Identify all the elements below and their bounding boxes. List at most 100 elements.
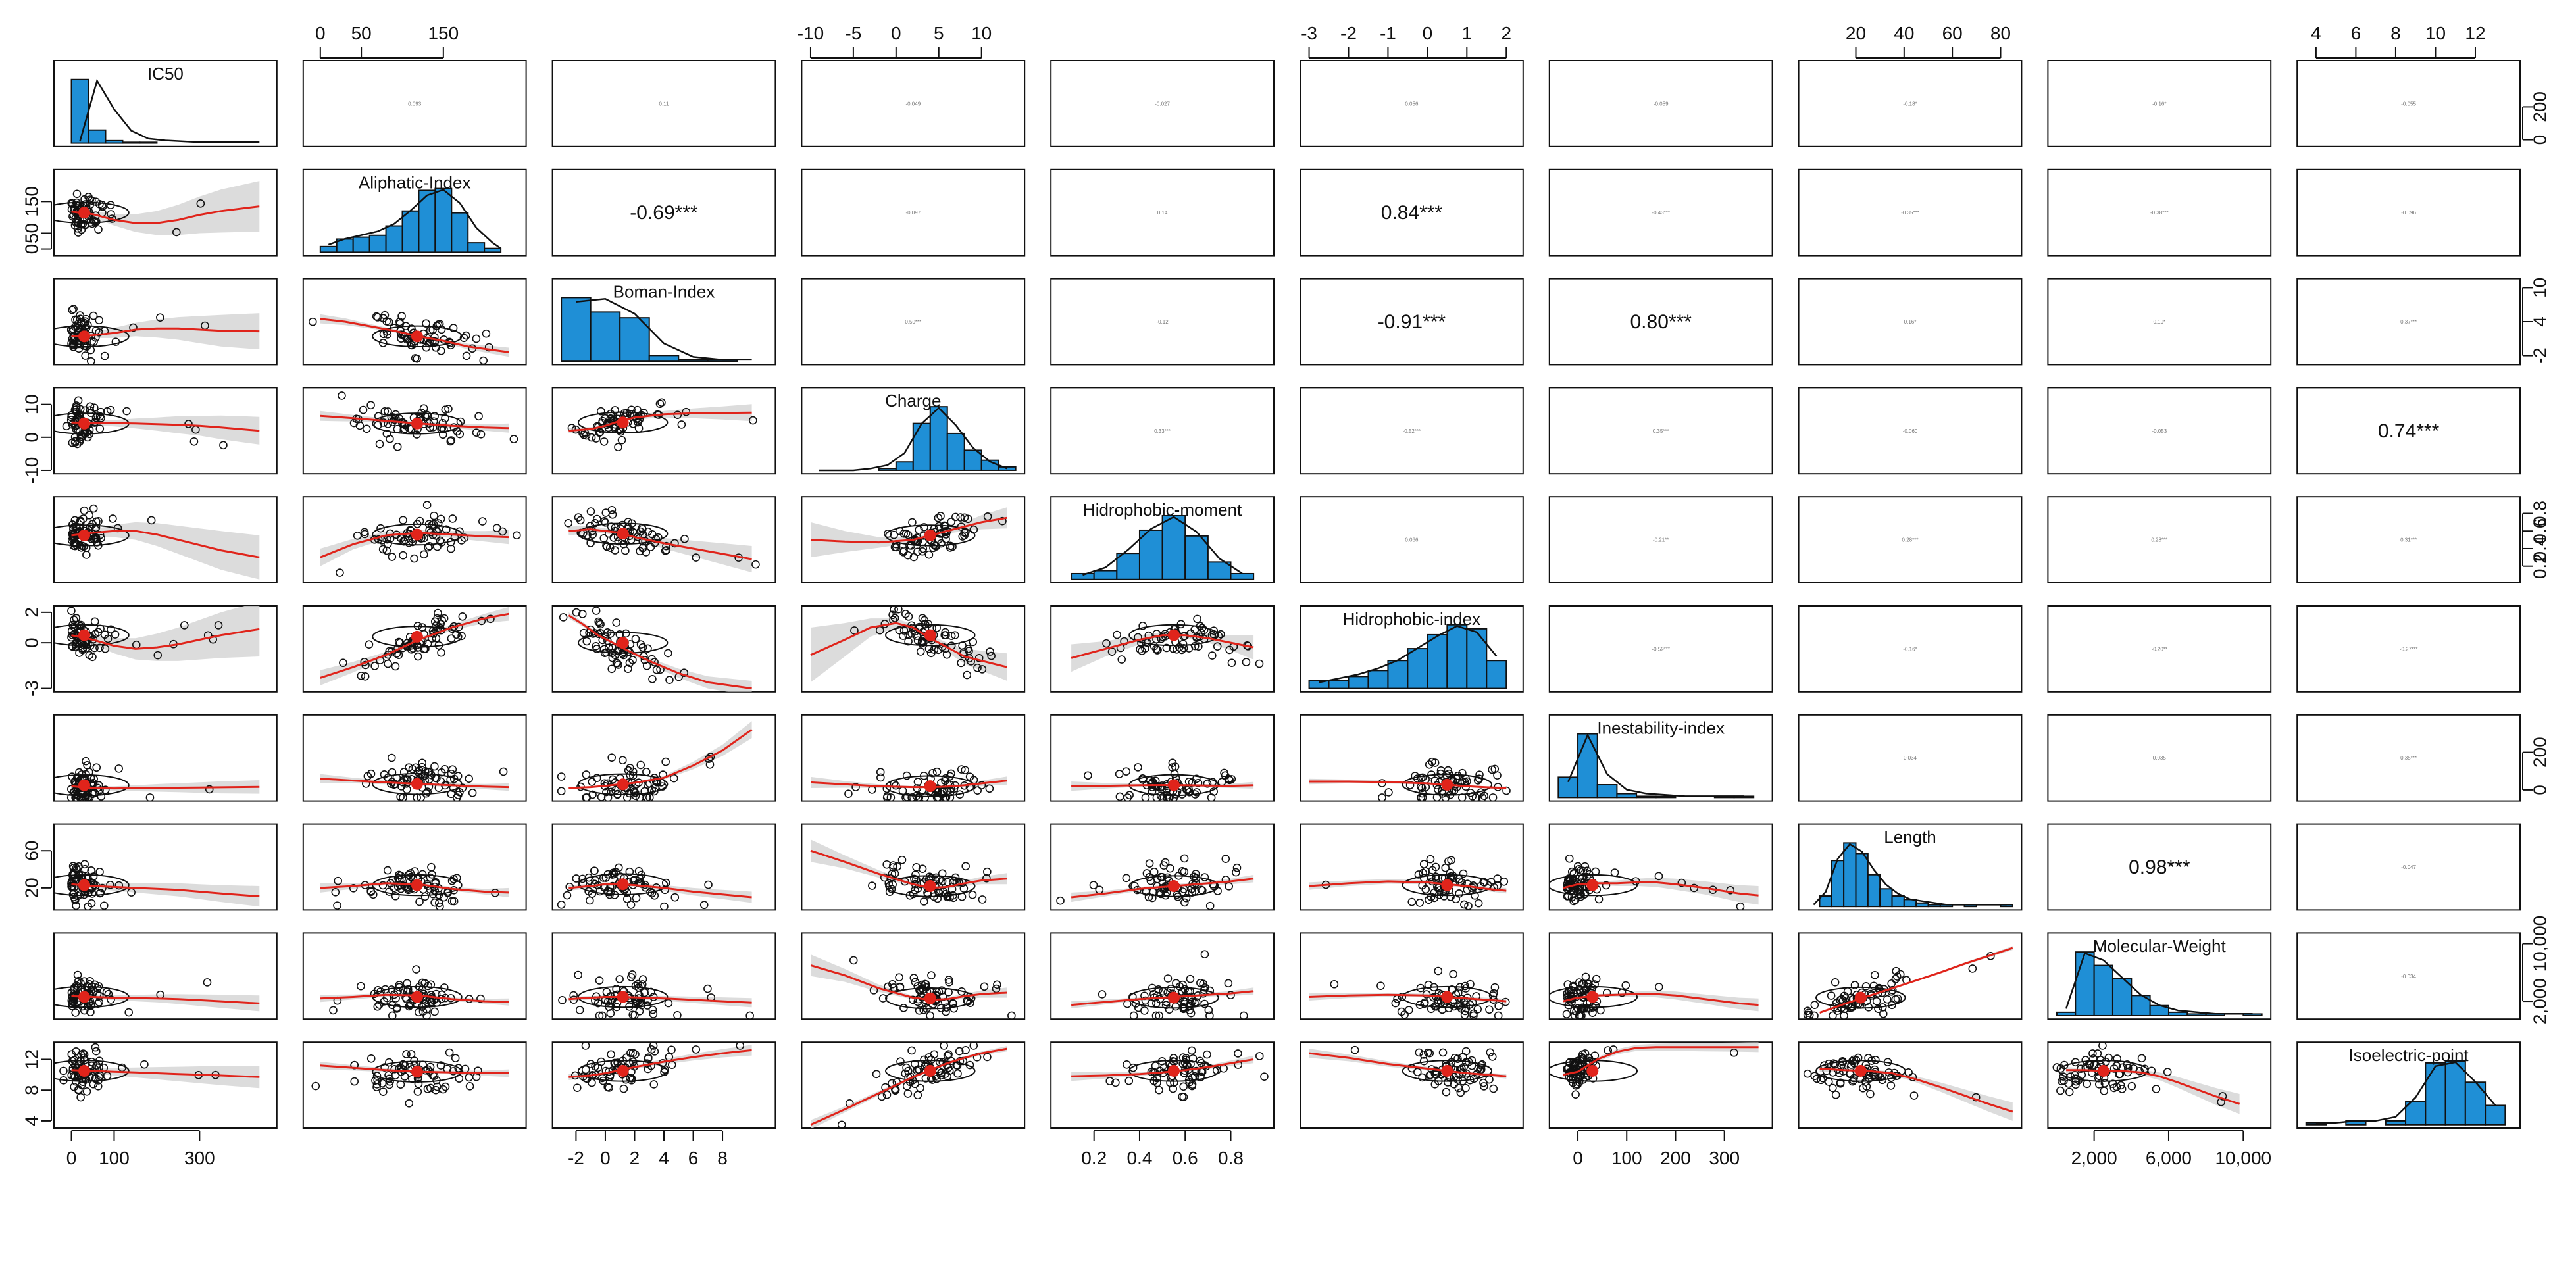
scatter-point (1192, 788, 1201, 797)
scatter-point (420, 892, 430, 901)
hist-bar (1655, 795, 1677, 799)
scatter-point (1186, 974, 1195, 983)
scatter-point (667, 1045, 676, 1054)
panel-frame-r6-c2 (551, 714, 776, 802)
scatter-point (2123, 1060, 2132, 1069)
scatter-panel-r9-c3 (810, 1042, 1007, 1128)
centroid-point (411, 879, 423, 891)
tick-label: 0 (21, 432, 41, 443)
scatter-point (1420, 999, 1429, 1008)
scatter-point (1208, 651, 1217, 660)
scatter-point (607, 753, 617, 762)
scatter-point (1871, 970, 1879, 979)
scatter-point (99, 901, 109, 910)
scatter-point (590, 628, 599, 637)
correlation-ellipse (1549, 874, 1638, 897)
panel-frame-r3-c7 (1798, 387, 2023, 475)
scatter-point (1240, 1011, 1248, 1020)
scatter-point (557, 787, 566, 796)
scatter-point (390, 780, 399, 789)
top-axis-aliphatic-index: 0 50 150 (315, 23, 459, 59)
scatter-point (909, 995, 917, 1004)
hist-bar (1831, 860, 1845, 908)
scatter-point (1460, 1010, 1469, 1019)
tick-label: 40 (1894, 23, 1914, 43)
loess-line (1309, 993, 1507, 1003)
scatter-point (1430, 893, 1439, 903)
scatter-point (1426, 855, 1435, 864)
scatter-point (379, 330, 388, 339)
scatter-point (1180, 898, 1189, 907)
scatter-point (908, 518, 917, 527)
scatter-point (751, 560, 760, 569)
scatter-panel-r6-c0 (54, 756, 260, 801)
scatter-point (890, 983, 898, 992)
scatter-point (75, 792, 84, 801)
hist-bar (2131, 995, 2151, 1016)
scatter-point (949, 893, 958, 903)
hist-bar (1855, 853, 1869, 908)
scatter-point (912, 632, 921, 640)
scatter-point (90, 617, 99, 626)
scatter-panel-r9-c8 (2052, 1042, 2240, 1114)
scatter-point (1872, 997, 1881, 1006)
scatter-point (1467, 1056, 1477, 1065)
scatter-point (451, 1054, 460, 1062)
hist-bar (2167, 1011, 2188, 1016)
hist-bar (434, 187, 453, 253)
scatter-point (576, 516, 585, 525)
scatter-point (1602, 989, 1611, 997)
scatter-point (1459, 869, 1468, 878)
loess-line (71, 530, 260, 558)
correlation-r6-c9: 0.35*** (2400, 755, 2417, 761)
scatter-point (90, 643, 99, 653)
scatter-point (1148, 787, 1157, 796)
scatter-point (1829, 1011, 1837, 1020)
scatter-point (909, 974, 919, 982)
scatter-point (670, 893, 680, 902)
scatter-point (1154, 985, 1163, 994)
hist-bar (1138, 529, 1163, 580)
scatter-point (916, 1083, 924, 1093)
tick-label: 10,000 (2529, 916, 2550, 972)
scatter-point (1205, 1011, 1214, 1020)
tick-label: 12 (21, 1049, 41, 1070)
tick-label: 50 (351, 23, 372, 43)
scatter-point (219, 441, 228, 450)
correlation-ellipse (1402, 1060, 1493, 1082)
scatter-point (86, 357, 95, 365)
scatter-point (2117, 1085, 2127, 1093)
scatter-point (1441, 864, 1450, 872)
scatter-point (588, 778, 596, 786)
confidence-band (568, 612, 752, 692)
scatter-point (449, 897, 459, 906)
hist-bar (105, 139, 124, 144)
scatter-point (899, 1004, 908, 1012)
scatter-point (630, 876, 639, 884)
tick-label: 0 (315, 23, 326, 43)
scatter-panel-r6-c4 (1071, 758, 1254, 801)
scatter-point (436, 514, 445, 524)
scatter-point (932, 767, 942, 776)
scatter-panel-r4-c2 (564, 505, 760, 573)
scatter-point (587, 433, 596, 442)
scatter-point (1163, 793, 1171, 801)
scatter-point (1475, 770, 1484, 779)
panel-frame-r1-c1 (302, 168, 527, 257)
scatter-point (440, 614, 449, 623)
scatter-point (1427, 872, 1436, 881)
scatter-point (1428, 757, 1436, 766)
scatter-point (914, 793, 923, 801)
scatter-point (465, 1082, 474, 1091)
correlation-ellipse (577, 411, 669, 433)
tick-label: 300 (184, 1148, 215, 1168)
right-axis-hidrophobic-moment: 0.20.40.60.8 (2522, 501, 2550, 579)
scatter-point (928, 768, 937, 778)
scatter-point (83, 760, 91, 770)
correlation-r3-c8: -0.053 (2152, 428, 2167, 434)
scatter-point (648, 675, 657, 683)
scatter-point (370, 662, 379, 670)
scatter-point (872, 1070, 881, 1079)
scatter-point (455, 787, 464, 797)
centroid-point (1441, 1064, 1453, 1077)
